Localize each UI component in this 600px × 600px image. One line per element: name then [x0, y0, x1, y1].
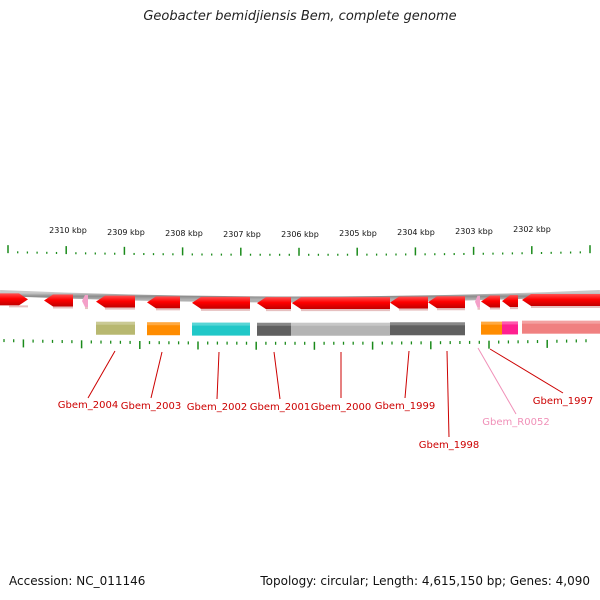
scale-label: 2310 kbp	[49, 226, 87, 235]
category-block	[192, 322, 250, 336]
accession-text: Accession: NC_011146	[9, 574, 146, 588]
category-block-highlight	[481, 321, 502, 325]
category-block-highlight	[257, 322, 291, 326]
gene-label: Gbem_2003	[121, 401, 181, 412]
category-block	[502, 321, 518, 335]
category-block-highlight	[96, 321, 135, 325]
category-block-highlight	[192, 322, 250, 326]
category-block-highlight	[522, 320, 600, 324]
gene-arrow	[475, 295, 480, 308]
scale-label: 2306 kbp	[281, 230, 319, 239]
gene-label: Gbem_2002	[187, 402, 247, 413]
gene-arrow	[502, 295, 518, 308]
category-track	[96, 320, 600, 336]
category-block-highlight	[502, 321, 518, 325]
scale-label: 2308 kbp	[165, 229, 203, 238]
leader-line	[87, 350, 116, 399]
gene-labels: Gbem_2004 Gbem_2003 Gbem_2002 Gbem_2001 Gbem…	[58, 347, 593, 451]
scale-labels: 2310 kbp 2309 kbp 2308 kbp 2307 kbp 2306 kbp…	[49, 225, 551, 239]
gene-track	[0, 293, 600, 312]
gene-arrow	[257, 297, 291, 310]
category-block	[257, 322, 291, 336]
category-block	[390, 322, 465, 336]
scale-label: 2305 kbp	[339, 229, 377, 238]
category-block	[522, 320, 600, 334]
gene-arrow	[522, 294, 600, 307]
gene-label: Gbem_1998	[419, 440, 479, 451]
scale-label: 2303 kbp	[455, 227, 493, 236]
gene-label: Gbem_R0052	[482, 417, 549, 428]
category-block	[291, 322, 390, 336]
leader-line	[404, 350, 410, 399]
outer-scale-ticks	[7, 245, 591, 256]
map-title: Geobacter bemidjiensis Bem, complete gen…	[143, 9, 457, 24]
gene-arrow	[96, 295, 135, 308]
leader-line	[273, 351, 281, 400]
category-block-highlight	[390, 322, 465, 326]
category-block-highlight	[147, 322, 180, 326]
gene-arrow	[428, 296, 465, 309]
scale-label: 2307 kbp	[223, 230, 261, 239]
gene-label: Gbem_2001	[250, 402, 310, 413]
gene-arrow	[292, 297, 390, 310]
inner-scale-ticks	[3, 339, 587, 350]
gene-arrow	[44, 294, 73, 307]
gene-arrow	[192, 296, 250, 309]
scale-label: 2309 kbp	[107, 228, 145, 237]
leader-line	[216, 351, 220, 400]
gene-arrow	[0, 293, 28, 306]
genome-stats-text: Topology: circular; Length: 4,615,150 bp…	[260, 574, 590, 588]
leader-line	[489, 348, 564, 394]
category-block	[147, 322, 180, 336]
gene-label: Gbem_1997	[533, 396, 593, 407]
category-block	[481, 321, 502, 335]
category-block	[96, 321, 135, 335]
leader-line	[446, 350, 450, 438]
gene-label: Gbem_2000	[311, 402, 371, 413]
category-block-highlight	[291, 322, 390, 326]
gene-label: Gbem_2004	[58, 400, 118, 411]
gene-arrow	[82, 295, 88, 308]
leader-line	[150, 351, 163, 399]
gene-arrow	[481, 295, 500, 308]
gene-label: Gbem_1999	[375, 401, 435, 412]
gene-arrow	[390, 296, 428, 309]
gene-arrow	[147, 296, 180, 309]
scale-label: 2302 kbp	[513, 225, 551, 234]
scale-label: 2304 kbp	[397, 228, 435, 237]
leader-line	[477, 347, 517, 415]
